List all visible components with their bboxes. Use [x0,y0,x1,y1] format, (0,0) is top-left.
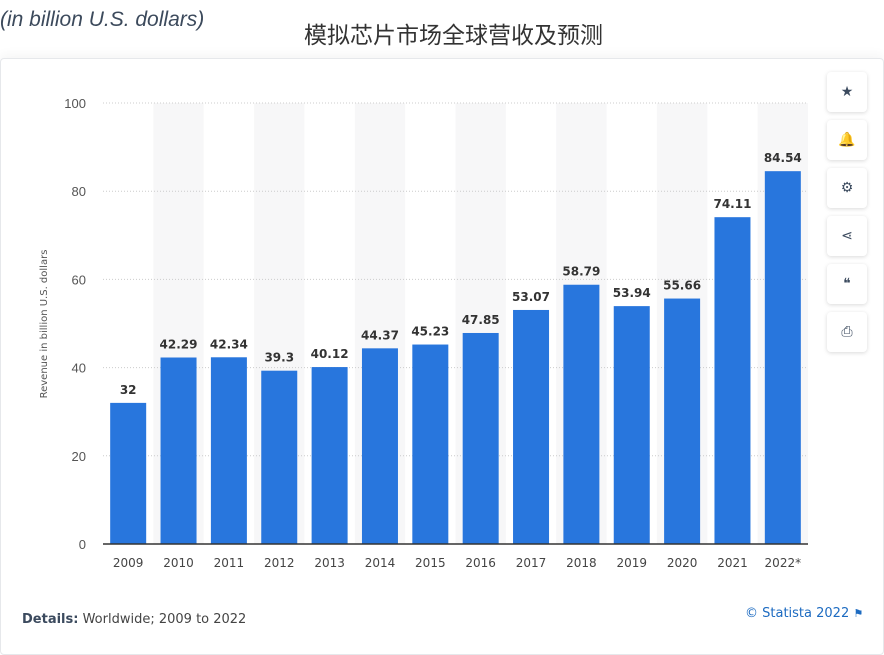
details-label: Details: [22,612,79,627]
bar [261,370,298,544]
data-label: 74.11 [713,197,751,211]
x-tick-label: 2017 [516,556,547,570]
x-tick-label: 2015 [415,556,446,570]
bar [764,171,801,545]
chart-title: 模拟芯片市场全球营收及预测 [304,23,603,49]
toolbar: ★ 🔔 ⚙ ⋖ ❝ ⎙ [827,72,867,352]
data-label: 42.34 [210,337,248,351]
data-label: 40.12 [311,347,349,361]
data-label: 45.23 [411,325,449,339]
bell-button[interactable]: 🔔 [827,120,867,160]
x-tick-label: 2021 [717,556,748,570]
y-tick-label: 40 [72,361,86,376]
data-label: 55.66 [663,279,701,293]
data-label: 53.94 [613,286,651,300]
bar [412,344,449,544]
data-label: 32 [120,383,137,397]
bar [613,306,650,544]
x-tick-label: 2020 [667,556,698,570]
x-tick-label: 2018 [566,556,597,570]
y-tick-label: 100 [64,96,86,111]
bar [160,357,197,544]
data-label: 42.29 [160,338,198,352]
credit-text[interactable]: © Statista 2022 [745,606,850,621]
y-tick-label: 0 [79,537,86,552]
x-tick-label: 2016 [465,556,496,570]
x-tick-label: 2019 [616,556,647,570]
gear-icon: ⚙ [840,180,854,196]
x-tick-label: 2014 [365,556,396,570]
details: Details: Worldwide; 2009 to 2022 [22,612,246,627]
x-tick-label: 2022* [765,556,802,570]
bar [563,284,600,544]
data-label: 44.37 [361,328,399,342]
bar [311,367,348,544]
share-button[interactable]: ⋖ [827,216,867,256]
y-tick-label: 80 [72,184,86,199]
print-icon: ⎙ [841,324,853,340]
share-icon: ⋖ [841,228,853,244]
details-text: Worldwide; 2009 to 2022 [78,612,247,627]
data-label: 53.07 [512,290,550,304]
flag-icon: ⚑ [853,607,864,620]
data-label: 47.85 [462,313,500,327]
bar [513,309,550,544]
quote-icon: ❝ [843,276,851,292]
gear-button[interactable]: ⚙ [827,168,867,208]
x-tick-label: 2011 [214,556,245,570]
x-tick-label: 2012 [264,556,295,570]
y-tick-label: 20 [72,449,86,464]
y-axis-label: Revenue in billion U.S. dollars [39,250,50,399]
data-label: 84.54 [764,151,802,165]
x-tick-label: 2013 [314,556,345,570]
bar [714,217,751,544]
chart-subtitle: (in billion U.S. dollars) [0,8,205,31]
bar [110,402,147,544]
bar [361,348,398,544]
statista-credit[interactable]: © Statista 2022 ⚑ [745,606,863,621]
print-button[interactable]: ⎙ [827,312,867,352]
data-label: 58.79 [562,265,600,279]
x-tick-label: 2010 [163,556,194,570]
x-tick-label: 2009 [113,556,144,570]
quote-button[interactable]: ❝ [827,264,867,304]
star-button[interactable]: ★ [827,72,867,112]
y-tick-label: 60 [72,272,86,287]
bar [462,332,499,544]
star-icon: ★ [840,84,854,100]
bell-icon: 🔔 [838,132,856,148]
bar [210,357,247,544]
data-label: 39.3 [264,351,294,365]
bar [664,298,701,544]
